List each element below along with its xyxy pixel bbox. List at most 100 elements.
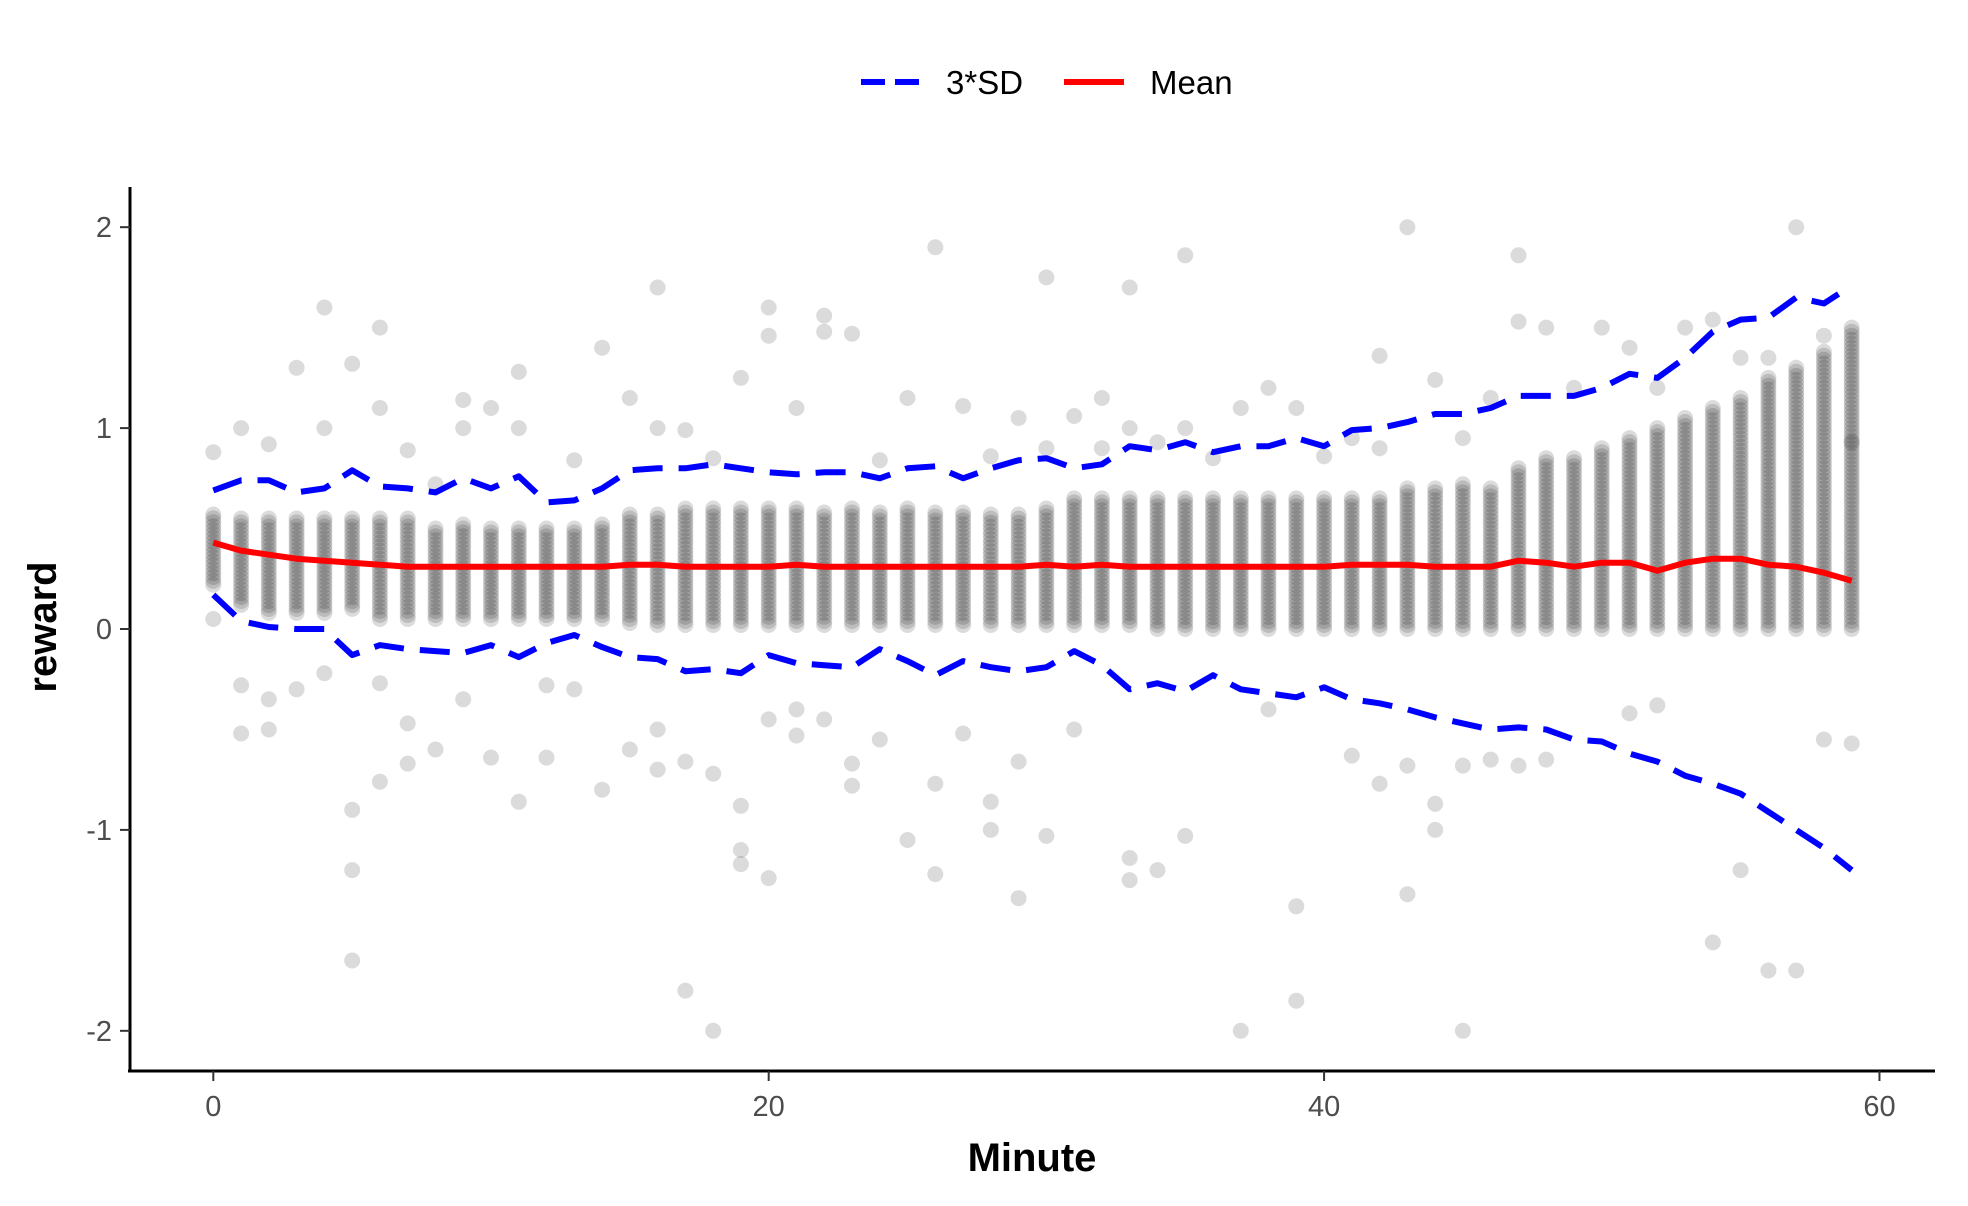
data-point (1232, 522, 1249, 539)
data-point (788, 540, 805, 557)
data-point (955, 608, 972, 625)
data-point (1760, 533, 1777, 550)
data-point (760, 613, 777, 629)
data-point (1677, 613, 1694, 629)
data-point (1121, 581, 1138, 598)
data-point (316, 577, 333, 594)
data-point (1815, 588, 1832, 605)
data-point (788, 544, 805, 561)
data-point (1593, 600, 1610, 617)
data-point (705, 516, 722, 533)
data-point (1704, 480, 1721, 497)
data-point (1788, 617, 1805, 633)
outlier-point (1121, 279, 1138, 296)
data-point (1843, 617, 1860, 633)
data-point (816, 528, 833, 545)
data-point (1843, 396, 1860, 412)
data-point (1649, 424, 1666, 441)
data-point (1038, 524, 1055, 541)
data-point (1093, 585, 1110, 602)
outlier-point (260, 436, 277, 453)
data-point (1704, 484, 1721, 501)
data-point (788, 548, 805, 565)
data-point (1482, 584, 1499, 601)
data-point (1649, 432, 1666, 449)
data-point (1760, 429, 1777, 446)
data-point (649, 608, 666, 625)
data-point (566, 528, 583, 545)
data-point (288, 593, 305, 610)
data-point (1177, 502, 1194, 519)
data-point (1538, 565, 1555, 582)
data-point (1649, 508, 1666, 525)
data-point (1621, 458, 1638, 474)
data-point (1371, 597, 1388, 614)
data-point (1593, 508, 1610, 525)
data-point (788, 520, 805, 537)
data-point (1010, 531, 1027, 547)
data-point (1677, 481, 1694, 498)
data-point (1704, 476, 1721, 493)
data-point (1538, 482, 1555, 498)
data-point (955, 584, 972, 601)
data-point (344, 593, 361, 609)
data-point (1371, 518, 1388, 535)
data-point (1288, 510, 1305, 527)
data-point (1232, 573, 1249, 590)
data-point (1482, 484, 1499, 501)
data-point (621, 606, 638, 623)
data-point (1205, 510, 1221, 527)
data-point (344, 510, 361, 527)
data-point (594, 528, 611, 545)
data-point (566, 583, 583, 600)
data-point (649, 535, 666, 552)
data-point (649, 567, 666, 584)
data-point (1343, 514, 1360, 531)
data-point (344, 530, 361, 547)
outlier-point (1260, 701, 1277, 718)
data-point (288, 601, 305, 617)
data-point (1843, 343, 1860, 360)
data-point (455, 603, 472, 620)
legend-label-mean: Mean (1150, 64, 1233, 101)
data-point (1788, 588, 1805, 605)
data-point (1343, 545, 1360, 562)
data-point (1510, 464, 1527, 481)
data-point (1232, 581, 1249, 598)
data-point (1454, 496, 1471, 513)
data-point (816, 568, 833, 585)
data-point (1593, 604, 1610, 621)
data-point (1121, 506, 1138, 523)
data-point (1316, 514, 1333, 531)
data-point (1732, 564, 1749, 581)
data-point (1343, 601, 1360, 618)
data-point (1538, 617, 1555, 633)
data-point (1260, 585, 1277, 602)
data-point (1621, 493, 1638, 510)
data-point (1843, 363, 1860, 380)
data-point (1010, 506, 1027, 523)
data-point (844, 516, 860, 533)
data-point (1149, 530, 1166, 546)
data-point (1066, 573, 1083, 590)
data-point (1232, 549, 1249, 566)
data-point (1815, 516, 1832, 533)
data-point (1815, 424, 1832, 441)
data-point (1399, 536, 1416, 553)
data-point (1288, 494, 1305, 511)
data-point (927, 536, 944, 553)
data-point (399, 522, 416, 539)
data-point (288, 542, 305, 558)
data-point (899, 584, 916, 601)
data-point (1815, 552, 1832, 569)
data-point (621, 514, 638, 531)
data-point (1732, 507, 1749, 524)
data-point (427, 544, 444, 561)
data-point (1066, 510, 1083, 527)
data-point (1038, 544, 1055, 561)
data-point (1038, 600, 1055, 617)
data-point (1288, 573, 1305, 590)
data-point (1760, 377, 1777, 394)
data-point (1704, 492, 1721, 509)
data-point (1316, 510, 1333, 527)
